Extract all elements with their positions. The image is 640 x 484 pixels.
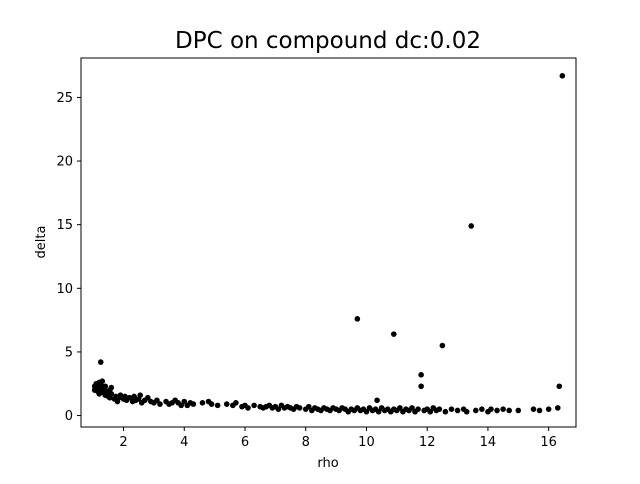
scatter-point: [305, 403, 312, 410]
scatter-point: [245, 405, 251, 411]
scatter-point: [454, 407, 461, 414]
scatter-point: [488, 406, 494, 412]
data-points: [91, 73, 566, 415]
scatter-point: [468, 223, 475, 229]
x-tick-label: 14: [480, 435, 497, 450]
scatter-point: [409, 405, 415, 411]
scatter-point: [442, 408, 449, 415]
scatter-point: [363, 408, 370, 415]
x-tick-label: 2: [119, 435, 127, 450]
scatter-point: [375, 408, 382, 415]
scatter-point: [556, 383, 563, 390]
scatter-point: [415, 406, 421, 412]
scatter-point: [117, 392, 124, 398]
scatter-point: [97, 359, 104, 365]
x-axis-label: rho: [317, 456, 338, 471]
y-tick-label: 10: [56, 282, 73, 297]
scatter-point: [545, 406, 552, 412]
x-tick-label: 4: [180, 435, 188, 450]
scatter-point: [554, 405, 561, 411]
scatter-point: [126, 394, 133, 401]
x-tick-label: 8: [302, 435, 310, 450]
scatter-point: [439, 342, 446, 349]
x-tick-label: 6: [241, 435, 249, 450]
scatter-point: [108, 391, 115, 397]
scatter-point: [145, 394, 151, 401]
scatter-point: [472, 407, 479, 414]
scatter-point: [296, 405, 303, 411]
scatter-point: [397, 405, 403, 411]
y-axis-label: delta: [34, 226, 49, 259]
scatter-point: [275, 406, 282, 412]
chart-title: DPC on compound dc:0.02: [175, 28, 481, 54]
y-tick-label: 0: [65, 409, 73, 424]
scatter-point: [427, 408, 434, 415]
scatter-point: [108, 384, 115, 391]
scatter-point: [479, 406, 485, 412]
scatter-point: [418, 372, 424, 378]
y-tick-label: 25: [56, 91, 73, 106]
scatter-point: [448, 406, 455, 412]
scatter-point: [390, 331, 397, 337]
scatter-point: [374, 397, 380, 404]
x-tick-label: 12: [419, 435, 436, 450]
scatter-point: [354, 316, 361, 322]
axis-ticks: 2 4 6 8 10 12 14 16 0 5 10 15 20 25: [56, 91, 556, 450]
plot-frame: [80, 57, 577, 428]
scatter-point: [559, 73, 566, 79]
scatter-point: [515, 407, 522, 414]
scatter-point: [500, 406, 506, 412]
scatter-point: [463, 408, 470, 415]
scatter-point: [506, 407, 512, 414]
scatter-point: [208, 401, 215, 407]
scatter-point: [233, 400, 239, 406]
scatter-point: [181, 398, 188, 405]
y-tick-label: 15: [56, 218, 73, 233]
scatter-point: [199, 400, 206, 406]
scatter-point: [251, 402, 257, 409]
scatter-point: [99, 378, 106, 384]
scatter-point: [536, 407, 543, 414]
scatter-point: [178, 402, 185, 409]
scatter-point: [190, 401, 197, 407]
x-tick-label: 16: [540, 435, 557, 450]
scatter-point: [494, 407, 500, 414]
scatter-point: [418, 383, 424, 390]
scatter-point: [223, 401, 230, 407]
scatter-point: [214, 402, 221, 409]
scatter-point: [102, 383, 109, 390]
scatter-point: [530, 406, 537, 412]
scatter-point: [157, 401, 163, 407]
scatter-point: [436, 406, 443, 412]
y-tick-label: 20: [56, 155, 73, 170]
y-tick-label: 5: [65, 345, 73, 360]
scatter-point: [154, 397, 160, 404]
scatter-point: [137, 392, 144, 398]
x-tick-label: 10: [358, 435, 375, 450]
